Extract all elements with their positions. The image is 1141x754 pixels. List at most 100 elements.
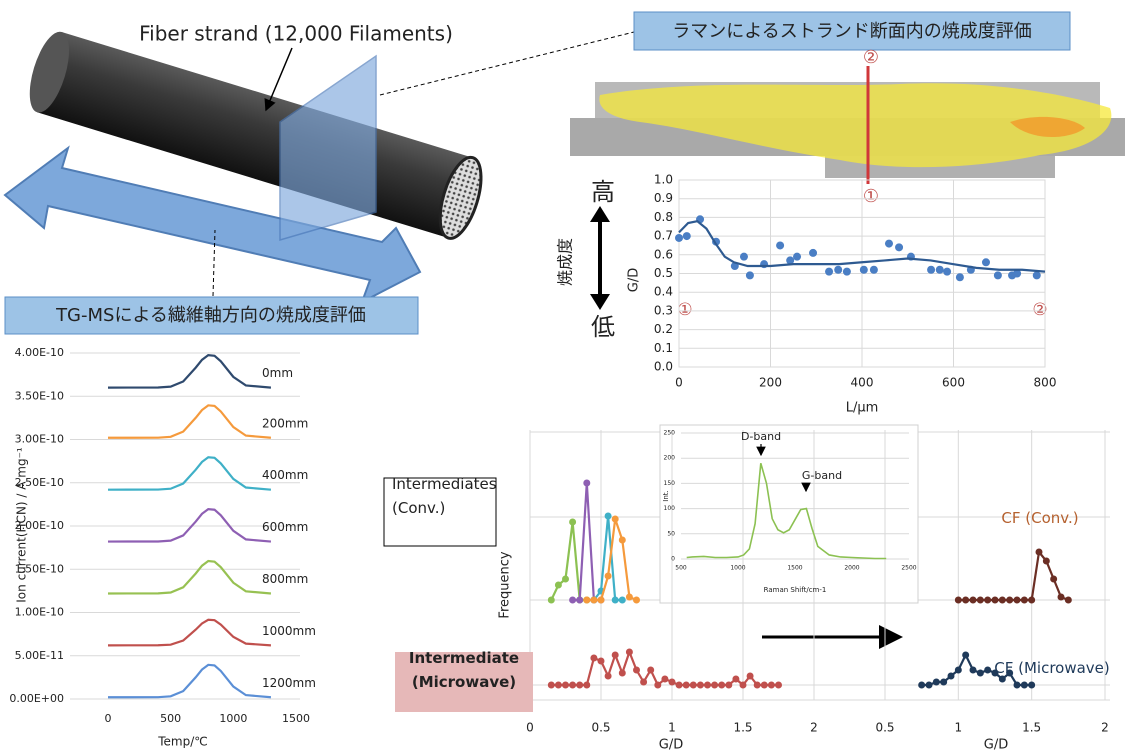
y-tick-label: 0.00E+00: [9, 692, 64, 705]
low-label: 低: [591, 313, 615, 341]
data-point: [597, 596, 605, 604]
series-line: [107, 404, 272, 439]
x-tick-label: 1500: [282, 712, 310, 725]
strand-label: Fiber strand (12,000 Filaments): [139, 22, 453, 46]
series-label: 1000mm: [262, 624, 316, 638]
data-point: [935, 265, 944, 274]
y-tick-label: 0: [671, 556, 675, 563]
data-point: [940, 678, 948, 686]
data-point: [583, 596, 591, 604]
data-point: [947, 672, 955, 680]
data-point: [1013, 681, 1021, 689]
data-point: [604, 512, 612, 520]
row-label-line: Intermediate: [409, 649, 519, 667]
data-point: [775, 681, 782, 689]
data-point: [760, 681, 768, 689]
data-point: [776, 241, 785, 250]
data-point: [834, 265, 843, 274]
x-axis-label: G/D: [984, 738, 1008, 753]
data-point: [640, 678, 648, 686]
data-point: [704, 681, 711, 689]
data-point: [576, 596, 584, 604]
data-point: [809, 248, 818, 257]
x-tick-label: 2: [810, 721, 818, 735]
data-point: [767, 681, 775, 689]
row-label-line: CF (Conv.): [1001, 509, 1078, 527]
row-label-box: [395, 652, 533, 712]
data-point: [969, 666, 977, 674]
data-point: [976, 596, 984, 604]
data-point: [569, 596, 577, 604]
data-point: [675, 681, 683, 689]
data-point: [1013, 596, 1021, 604]
series-label: 800mm: [262, 572, 308, 586]
x-tick-label: 600: [942, 376, 965, 390]
data-point: [1013, 269, 1022, 278]
x-tick-label: 500: [160, 712, 181, 725]
series-label: 0mm: [262, 366, 293, 380]
row-label: CF (Microwave): [994, 659, 1110, 677]
data-point: [1020, 596, 1028, 604]
data-point: [859, 265, 868, 274]
y-tick-label: 0.5: [654, 266, 673, 280]
data-point: [925, 681, 933, 689]
data-point: [927, 265, 936, 274]
series-line: [678, 219, 1046, 273]
y-tick-label: 1.50E-10: [15, 562, 64, 575]
x-tick-label: 0: [105, 712, 112, 725]
data-point: [786, 256, 795, 265]
y-tick-label: 3.50E-10: [15, 389, 64, 402]
data-point: [842, 267, 851, 276]
data-point: [597, 657, 605, 665]
data-point: [955, 273, 964, 282]
data-point: [604, 672, 612, 680]
data-point: [869, 265, 878, 274]
inset-frame: [659, 424, 919, 604]
data-point: [991, 669, 999, 677]
data-point: [746, 672, 754, 680]
y-tick-label: 100: [664, 505, 676, 512]
x-tick-label: 2500: [901, 565, 916, 572]
data-point: [654, 681, 662, 689]
data-point: [1028, 596, 1036, 604]
row-label-line: Intermediates: [392, 475, 497, 493]
x-axis-label: Raman Shift/cm-1: [764, 586, 827, 594]
y-axis-label: Ion current(HCN) / A mg⁻¹: [15, 447, 29, 603]
data-point: [984, 666, 992, 674]
data-point: [590, 654, 598, 662]
data-point: [918, 681, 926, 689]
data-point: [1020, 681, 1028, 689]
row-label: Intermediate (Microwave): [409, 649, 519, 691]
data-point: [576, 681, 584, 689]
data-point: [718, 681, 726, 689]
series-label: 600mm: [262, 520, 308, 534]
y-tick-label: 0.1: [654, 341, 673, 355]
data-point: [611, 596, 619, 604]
y-tick-label: 2.50E-10: [15, 476, 64, 489]
data-point: [1064, 596, 1072, 604]
x-tick-label: 1: [955, 721, 963, 735]
data-point: [682, 232, 691, 241]
y-tick-label: 4.00E-10: [15, 346, 64, 359]
y-tick-label: 1.00E-10: [15, 606, 64, 619]
chart-marker-1: ①: [677, 300, 692, 320]
data-point: [954, 666, 962, 674]
data-point: [696, 681, 704, 689]
data-point: [569, 681, 577, 689]
data-point: [1032, 271, 1041, 280]
tgms-banner: TG-MSによる繊維軸方向の焼成度評価: [55, 305, 366, 326]
data-point: [895, 243, 904, 252]
row-label: Intermediates (Conv.): [392, 475, 497, 517]
data-point: [590, 596, 598, 604]
y-tick-label: 150: [664, 480, 676, 487]
data-point: [969, 596, 977, 604]
data-point: [618, 536, 626, 544]
data-point: [1006, 596, 1014, 604]
y-tick-label: 0.2: [654, 322, 673, 336]
series-line: [921, 652, 1032, 687]
firing-degree-label: 焼成度: [556, 238, 575, 286]
data-point: [962, 596, 970, 604]
data-point: [547, 681, 555, 689]
